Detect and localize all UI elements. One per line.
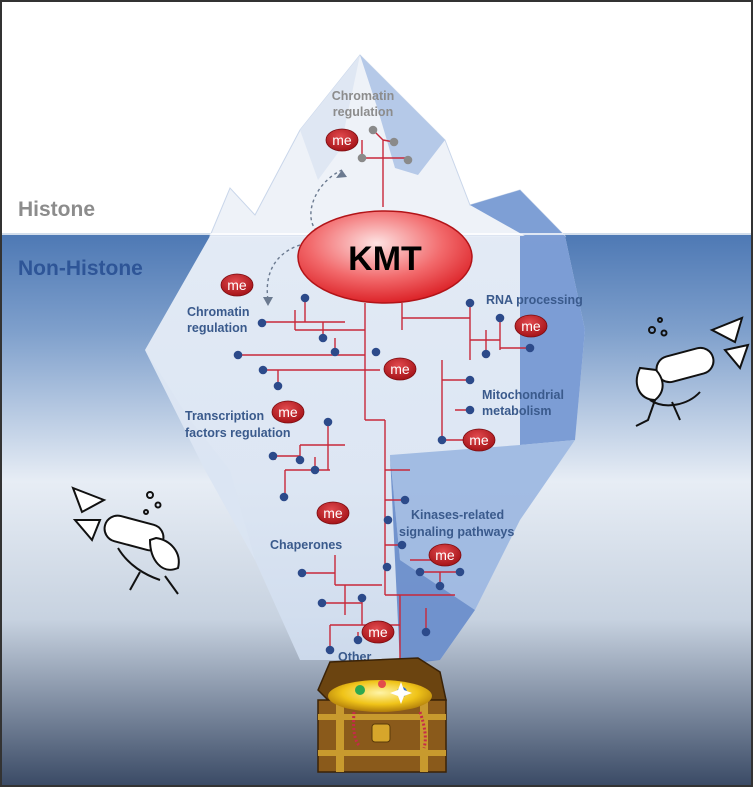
methyl-badge-label: me — [469, 432, 489, 448]
node-dot — [257, 318, 267, 328]
methyl-badge-label: me — [332, 132, 352, 148]
methyl-badge-label: me — [435, 547, 455, 563]
node-dot — [465, 298, 475, 308]
kinases-label-2: signaling pathways — [399, 525, 514, 539]
node-dot — [233, 350, 243, 360]
arrow-head-icon — [263, 297, 273, 306]
node-dot — [279, 492, 289, 502]
branch-line — [384, 559, 460, 595]
histone-node-dot — [357, 153, 367, 163]
node-dot — [415, 567, 425, 577]
arrow-head-icon — [336, 170, 347, 178]
node-dots — [233, 125, 535, 655]
node-dot — [323, 417, 333, 427]
scuba-diver-left-icon — [71, 486, 180, 595]
node-dot — [495, 313, 505, 323]
node-dot — [325, 645, 335, 655]
node-dot — [357, 593, 367, 603]
methyl-badge-label: me — [368, 624, 388, 640]
node-dot — [310, 465, 320, 475]
node-dot — [437, 435, 447, 445]
node-dot — [258, 365, 268, 375]
node-dot — [300, 293, 310, 303]
methyl-badge: me — [316, 501, 350, 525]
chromatin-left-label-2: regulation — [187, 321, 247, 335]
chromatin-top-label-1: Chromatin — [332, 89, 395, 103]
branch-line — [401, 303, 530, 360]
branch-line — [273, 419, 385, 497]
histone-node-dot — [368, 125, 378, 135]
kmt-label: KMT — [348, 240, 422, 278]
node-dot — [330, 347, 340, 357]
node-dot — [295, 455, 305, 465]
scuba-diver-right-icon — [635, 316, 750, 427]
methyl-badge: me — [271, 400, 305, 424]
methyl-badge: me — [462, 428, 496, 452]
kmt-enzyme: KMT — [297, 210, 473, 304]
methyl-badge-label: me — [521, 318, 541, 334]
histone-node-dot — [389, 137, 399, 147]
methyl-badge: me — [428, 543, 462, 567]
node-dot — [353, 635, 363, 645]
node-dot — [455, 567, 465, 577]
node-dot — [400, 495, 410, 505]
node-dot — [297, 568, 307, 578]
chromatin-left-label-1: Chromatin — [187, 305, 250, 319]
node-dot — [273, 381, 283, 391]
kinases-label-1: Kinases-related — [411, 508, 504, 522]
methyl-badge-label: me — [227, 277, 247, 293]
dashed-arrow-lower — [266, 244, 301, 301]
branch-line — [238, 300, 380, 420]
histone-label: Histone — [18, 198, 95, 221]
node-dot — [465, 375, 475, 385]
tf-label-2: factors regulation — [185, 426, 291, 440]
methylation-network — [238, 129, 530, 660]
methyl-badge-label: me — [278, 404, 298, 420]
node-dot — [318, 333, 328, 343]
branch-line — [384, 420, 410, 560]
mito-label-1: Mitochondrial — [482, 388, 564, 402]
node-dot — [421, 627, 431, 637]
methyl-badge: me — [514, 314, 548, 338]
methyl-badge: me — [325, 128, 359, 152]
node-dot — [383, 515, 393, 525]
node-dot — [481, 349, 491, 359]
chaperones-label: Chaperones — [270, 538, 342, 552]
tf-label-1: Transcription — [185, 409, 264, 423]
methyl-badge-label: me — [390, 361, 410, 377]
chromatin-top-label-2: regulation — [333, 105, 393, 119]
rna-processing-label: RNA processing — [486, 293, 583, 307]
treasure-chest-icon — [317, 657, 447, 773]
node-dot — [371, 347, 381, 357]
branch-line — [302, 555, 382, 625]
node-dot — [268, 451, 278, 461]
mito-label-2: metabolism — [482, 404, 551, 418]
node-dot — [435, 581, 445, 591]
methyl-badge: me — [361, 620, 395, 644]
node-dot — [382, 562, 392, 572]
methyl-badge: me — [383, 357, 417, 381]
node-dot — [525, 343, 535, 353]
methyl-badge: me — [220, 273, 254, 297]
node-dot — [465, 405, 475, 415]
node-dot — [397, 540, 407, 550]
branch-line — [361, 129, 409, 207]
methyl-badges: me me me me me me me me me — [220, 128, 548, 644]
iceberg-underwater — [145, 236, 585, 665]
histone-node-dot — [403, 155, 413, 165]
iceberg-tip — [209, 54, 567, 237]
methyl-badge-label: me — [323, 505, 343, 521]
non-histone-label: Non-Histone — [18, 257, 143, 280]
node-dot — [317, 598, 327, 608]
branch-line — [441, 360, 470, 441]
